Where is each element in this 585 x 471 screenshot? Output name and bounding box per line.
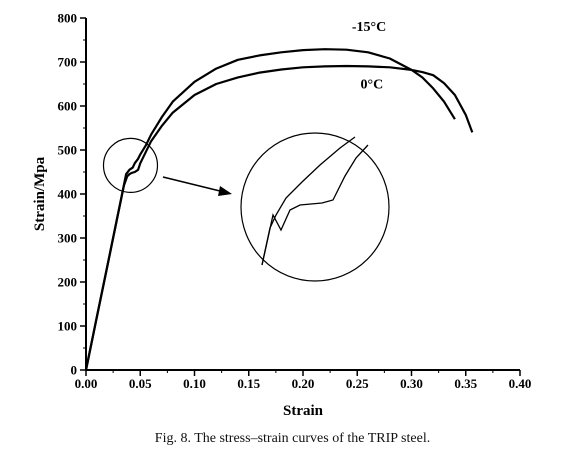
x-tick-label: 0.40 [509, 376, 532, 391]
x-tick-label: 0.15 [237, 376, 260, 391]
y-tick-label: 300 [58, 231, 78, 246]
y-tick-label: 0 [71, 363, 78, 378]
zoom-circle [102, 137, 159, 193]
zoom-arrow-line [162, 176, 225, 193]
x-tick-label: 0.35 [454, 376, 477, 391]
x-tick-label: 0.00 [75, 376, 98, 391]
x-tick-label: 0.30 [400, 376, 423, 391]
inset-curve-0c [261, 144, 369, 266]
zoom-arrow-head [218, 186, 232, 196]
x-tick-label: 0.05 [129, 376, 152, 391]
series-line-minus15c [84, 48, 456, 371]
y-tick-label: 600 [58, 99, 78, 114]
series-label-0c: 0°C [361, 77, 384, 92]
series-line-0c [84, 64, 474, 371]
x-tick-label: 0.20 [292, 376, 315, 391]
y-tick-label: 400 [58, 187, 78, 202]
y-tick-label: 200 [58, 275, 78, 290]
series-label-minus15c: -15°C [352, 20, 386, 35]
x-tick-label: 0.25 [346, 376, 369, 391]
x-tick-label: 0.10 [183, 376, 206, 391]
inset-circle [240, 132, 390, 282]
y-tick-label: 100 [58, 319, 78, 334]
y-tick-label: 800 [58, 11, 78, 26]
y-tick-label: 500 [58, 143, 78, 158]
figure-caption: Fig. 8. The stress–strain curves of the … [154, 431, 431, 446]
x-axis-title: Strain [283, 403, 324, 419]
y-tick-label: 700 [58, 55, 78, 70]
y-axis-title: Strain/Mpa [32, 156, 48, 231]
